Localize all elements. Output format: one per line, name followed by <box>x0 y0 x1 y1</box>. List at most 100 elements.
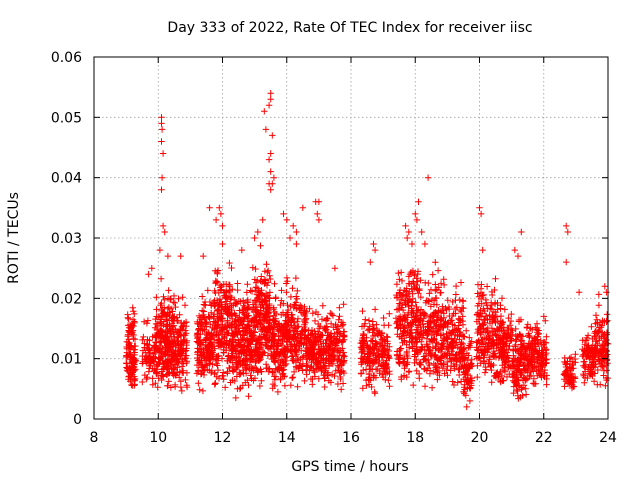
data-point <box>171 336 178 343</box>
data-point <box>415 198 422 205</box>
data-point <box>403 361 411 368</box>
data-point <box>256 382 264 390</box>
data-point <box>393 294 401 302</box>
data-point <box>164 252 172 260</box>
data-point <box>482 296 489 304</box>
data-point <box>286 234 294 242</box>
data-point <box>209 361 216 368</box>
data-point <box>175 295 182 302</box>
data-point <box>270 304 277 311</box>
data-point <box>257 242 264 249</box>
data-point <box>434 267 442 274</box>
data-point <box>161 350 168 357</box>
data-point <box>495 334 503 341</box>
data-point <box>581 364 588 371</box>
data-point <box>598 333 605 340</box>
data-point <box>588 323 595 330</box>
data-point <box>311 317 319 325</box>
data-point <box>399 306 407 314</box>
data-point <box>248 317 256 324</box>
data-point <box>319 357 326 364</box>
data-point <box>340 301 347 308</box>
data-point <box>296 344 303 352</box>
data-point <box>421 240 429 248</box>
data-point <box>245 312 252 319</box>
data-point <box>200 371 208 379</box>
data-point <box>203 334 210 342</box>
data-point <box>423 341 430 348</box>
data-point <box>157 301 164 309</box>
data-point <box>592 342 599 349</box>
data-point <box>296 362 303 369</box>
data-point <box>231 324 239 332</box>
data-point <box>130 308 137 315</box>
data-point <box>269 180 276 187</box>
data-point <box>480 325 487 332</box>
data-point <box>467 363 474 370</box>
data-point <box>371 246 379 254</box>
data-point <box>432 287 439 294</box>
data-point <box>517 338 524 345</box>
data-point <box>309 310 316 317</box>
data-point <box>289 285 296 292</box>
data-point <box>312 308 320 316</box>
data-point <box>219 326 226 333</box>
data-point <box>483 326 490 334</box>
data-point <box>439 324 446 331</box>
data-point <box>212 379 219 387</box>
data-point <box>531 345 539 353</box>
data-point <box>203 355 210 363</box>
data-point <box>165 287 172 294</box>
data-point <box>561 354 568 362</box>
data-point <box>395 359 403 367</box>
data-point <box>323 346 330 354</box>
data-point <box>518 384 526 391</box>
data-point <box>309 381 316 388</box>
data-point <box>321 325 328 333</box>
data-point <box>130 335 137 342</box>
data-point <box>306 367 313 374</box>
data-point <box>206 338 213 346</box>
data-point <box>500 356 508 364</box>
data-point <box>513 380 521 388</box>
data-point <box>443 306 450 313</box>
data-point <box>309 343 317 351</box>
data-point <box>215 352 222 359</box>
data-point <box>420 353 428 360</box>
data-point <box>219 222 226 230</box>
data-point <box>597 381 604 388</box>
data-point <box>288 374 296 382</box>
data-point <box>266 272 273 279</box>
x-tick-label: 12 <box>214 430 232 446</box>
data-point <box>522 391 530 398</box>
data-point <box>360 322 368 330</box>
data-point <box>209 351 217 358</box>
data-point <box>507 335 515 342</box>
data-point <box>327 379 335 386</box>
data-point <box>208 342 215 349</box>
data-point <box>242 328 249 336</box>
data-point <box>459 346 467 353</box>
data-point <box>325 343 333 350</box>
data-point <box>399 358 407 365</box>
data-point <box>171 299 178 307</box>
data-point <box>154 363 161 370</box>
data-point <box>152 369 160 376</box>
data-point <box>278 311 285 318</box>
data-point <box>460 350 467 358</box>
data-point <box>212 289 219 297</box>
data-point <box>488 379 495 386</box>
data-point <box>269 380 277 388</box>
data-point <box>449 312 456 320</box>
data-point <box>147 362 154 369</box>
data-point <box>364 341 371 349</box>
data-point <box>595 328 602 335</box>
data-point <box>213 278 221 285</box>
data-point <box>269 132 276 139</box>
data-point <box>449 378 456 385</box>
data-point <box>497 344 504 351</box>
data-point <box>517 316 525 323</box>
data-point <box>592 361 599 368</box>
data-point <box>386 355 393 362</box>
data-point <box>239 335 246 342</box>
